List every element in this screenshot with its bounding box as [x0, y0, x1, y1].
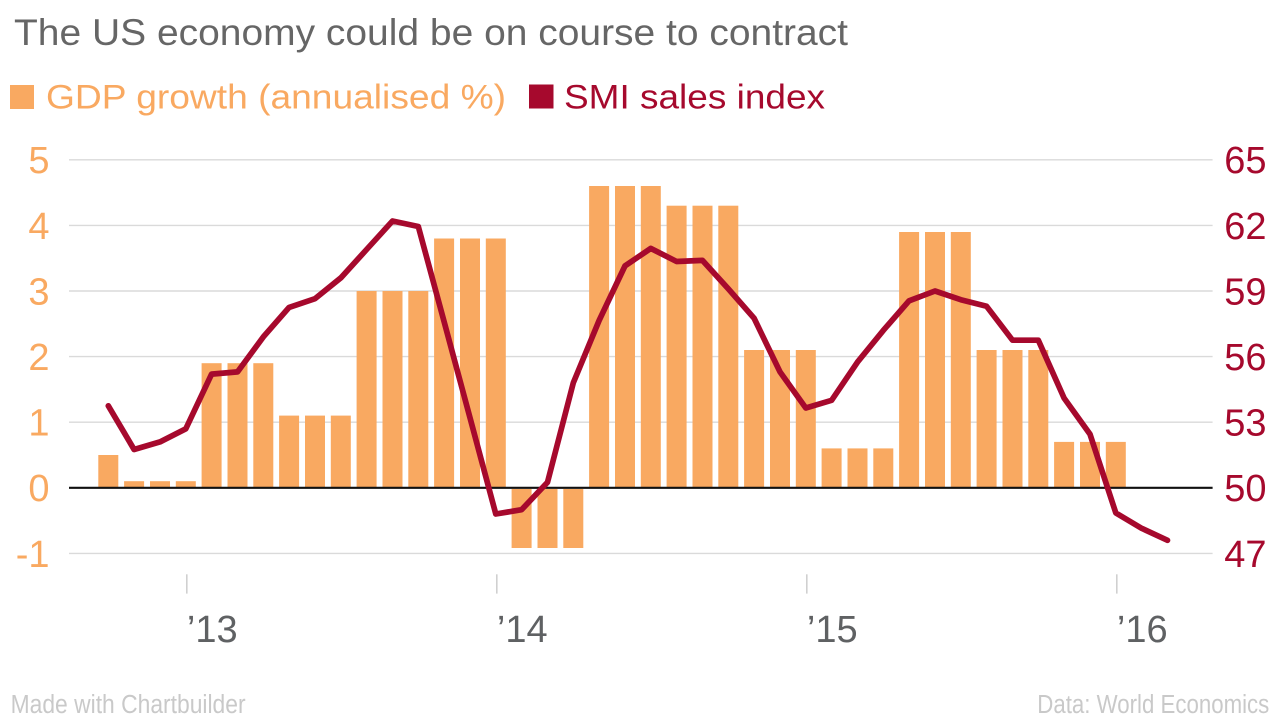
svg-text:Made with Chartbuilder: Made with Chartbuilder [11, 691, 246, 719]
svg-text:The US economy could be on cou: The US economy could be on course to con… [14, 12, 849, 53]
svg-text:59: 59 [1224, 271, 1266, 313]
svg-text:56: 56 [1224, 337, 1266, 379]
svg-text:’14: ’14 [497, 609, 548, 651]
svg-text:47: 47 [1224, 534, 1266, 576]
svg-text:-1: -1 [16, 534, 50, 576]
svg-text:’15: ’15 [807, 609, 858, 651]
svg-text:’13: ’13 [187, 609, 238, 651]
svg-text:65: 65 [1224, 140, 1266, 182]
svg-text:GDP growth (annualised %): GDP growth (annualised %) [46, 79, 506, 117]
svg-text:Data: World Economics: Data: World Economics [1037, 691, 1269, 719]
svg-text:0: 0 [28, 468, 49, 510]
svg-text:SMI sales index: SMI sales index [564, 79, 825, 117]
svg-text:2: 2 [28, 337, 49, 379]
svg-text:’16: ’16 [1117, 609, 1168, 651]
svg-text:62: 62 [1224, 206, 1266, 248]
svg-text:1: 1 [28, 403, 49, 445]
svg-text:50: 50 [1224, 468, 1266, 510]
svg-text:53: 53 [1224, 403, 1266, 445]
svg-text:5: 5 [28, 140, 49, 182]
svg-text:4: 4 [28, 206, 49, 248]
svg-text:3: 3 [28, 271, 49, 313]
